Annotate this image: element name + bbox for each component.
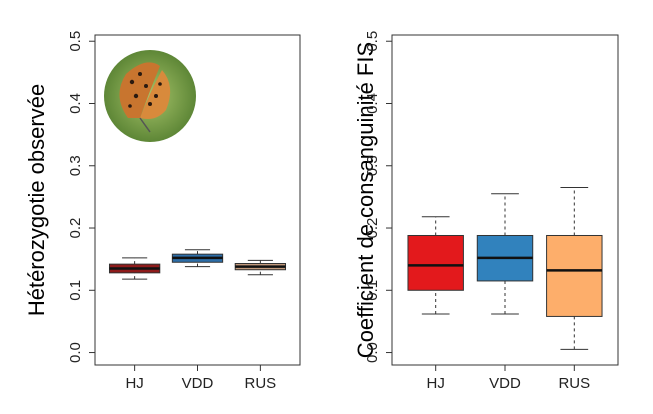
- y-tick-label: 0.0: [364, 342, 381, 363]
- y-axis-title: Hétérozygotie observée: [24, 84, 49, 316]
- y-tick-label: 0.5: [364, 31, 381, 52]
- y-tick-label: 0.4: [67, 93, 84, 114]
- y-tick-label: 0.2: [364, 218, 381, 239]
- x-tick-label: VDD: [489, 375, 521, 392]
- y-tick-label: 0.1: [67, 280, 84, 301]
- y-tick-label: 0.3: [364, 155, 381, 176]
- y-tick-label: 0.5: [67, 31, 84, 52]
- y-tick-label: 0.4: [364, 93, 381, 114]
- x-tick-label: HJ: [427, 375, 445, 392]
- box: [407, 234, 464, 291]
- box: [546, 234, 603, 317]
- butterfly-photo: [104, 50, 196, 142]
- x-tick-label: RUS: [245, 375, 277, 392]
- y-tick-label: 0.1: [364, 280, 381, 301]
- y-tick-label: 0.3: [67, 155, 84, 176]
- x-tick-label: HJ: [125, 375, 143, 392]
- y-axis-title: Coefficient de consanguinité FIS: [353, 42, 378, 358]
- y-tick-label: 0.0: [67, 342, 84, 363]
- y-tick-label: 0.2: [67, 218, 84, 239]
- x-tick-label: RUS: [558, 375, 590, 392]
- x-tick-label: VDD: [182, 375, 214, 392]
